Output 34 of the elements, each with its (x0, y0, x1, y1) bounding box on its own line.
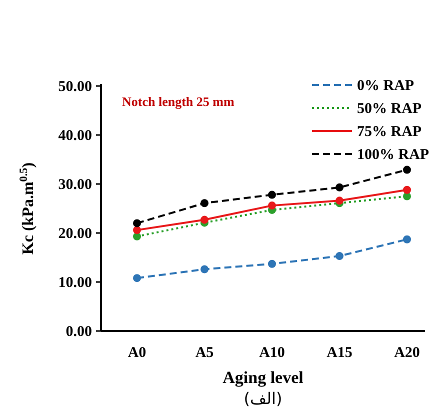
point (403, 186, 411, 194)
point (133, 274, 141, 282)
point (336, 183, 344, 192)
x-axis-title: Aging level (222, 368, 304, 387)
legend-label: 100% RAP (357, 147, 430, 163)
point (133, 219, 141, 228)
x-tick-label: A5 (195, 345, 214, 361)
point (403, 166, 411, 174)
y-tick-label: 40.00 (58, 128, 92, 144)
text: (الف) (244, 389, 282, 408)
point (200, 265, 208, 274)
point (133, 232, 141, 240)
x-tick-label: A15 (326, 345, 352, 361)
point (403, 235, 411, 244)
y-tick-label: 0.00 (66, 324, 92, 340)
annotation: Notch length 25 mm (122, 94, 234, 109)
x-tick-label: A0 (128, 345, 146, 361)
point (268, 202, 276, 210)
point (268, 260, 276, 268)
point (133, 226, 141, 234)
point (336, 196, 344, 205)
point (200, 216, 208, 224)
legend-label: 75% RAP (357, 124, 422, 140)
y-tick-label: 20.00 (58, 226, 92, 242)
point (200, 199, 208, 208)
y-tick-label: 30.00 (58, 177, 92, 193)
legend-label: 0% RAP (357, 78, 414, 94)
point (336, 252, 344, 260)
x-tick-label: A20 (394, 345, 420, 361)
x-tick-label: A10 (259, 345, 285, 361)
y-tick-label: 10.00 (58, 275, 92, 291)
y-tick-label: 50.00 (58, 79, 92, 95)
point (268, 190, 276, 199)
legend-label: 50% RAP (357, 101, 422, 117)
